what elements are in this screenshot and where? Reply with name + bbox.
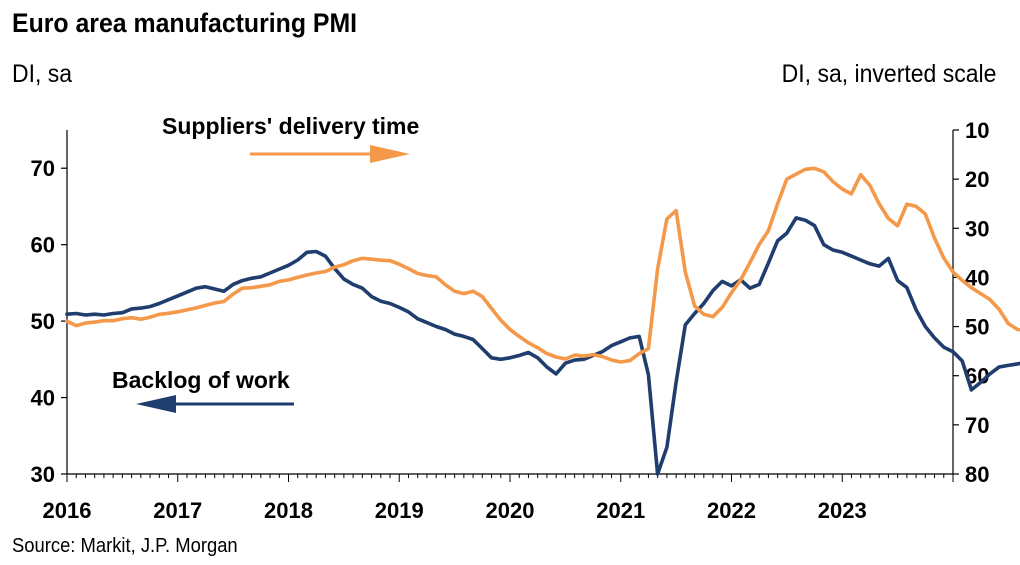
backlog-arrow-head (136, 395, 176, 413)
x-tick-label: 2019 (375, 498, 424, 523)
left-axis-unit: DI, sa (12, 60, 73, 88)
backlog-annotation-label: Backlog of work (112, 367, 290, 393)
x-tick-label: 2017 (153, 498, 202, 523)
right-axis-unit: DI, sa, inverted scale (781, 60, 996, 88)
left-tick-label: 40 (31, 386, 55, 411)
right-tick-label: 10 (965, 118, 989, 143)
right-tick-label: 50 (965, 315, 989, 340)
left-tick-label: 70 (31, 156, 55, 181)
right-tick-label: 30 (965, 216, 989, 241)
backlog-series-line (65, 216, 1020, 476)
right-tick-label: 70 (965, 413, 989, 438)
left-tick-label: 60 (31, 233, 55, 258)
left-tick-label: 30 (31, 462, 55, 487)
right-tick-label: 20 (965, 167, 989, 192)
right-tick-label: 80 (965, 462, 989, 487)
x-tick-label: 2018 (264, 498, 313, 523)
x-tick-label: 2023 (818, 498, 867, 523)
source-note: Source: Markit, J.P. Morgan (12, 535, 238, 557)
delivery-arrow-head (370, 145, 410, 163)
delivery-annotation-label: Suppliers' delivery time (162, 113, 419, 139)
x-tick-label: 2020 (486, 498, 535, 523)
x-tick-label: 2022 (707, 498, 756, 523)
left-tick-label: 50 (31, 309, 55, 334)
delivery-series-line (65, 166, 1020, 364)
chart-title: Euro area manufacturing PMI (12, 8, 358, 38)
x-tick-label: 2021 (596, 498, 645, 523)
x-tick-label: 2016 (43, 498, 92, 523)
